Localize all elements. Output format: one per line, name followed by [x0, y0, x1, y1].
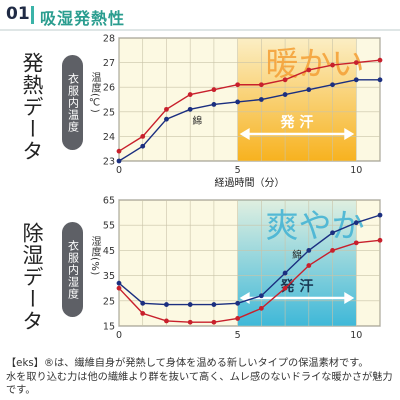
heat-data-title: 発熱データ — [20, 52, 44, 162]
c0-series-1-point-7 — [282, 92, 288, 97]
c1-series-1-point-9 — [330, 230, 335, 236]
c1-ytick-label-5: 65 — [103, 196, 115, 207]
c1-series-0-point-7 — [282, 285, 288, 291]
c1-series-0-point-1 — [140, 311, 146, 316]
c0-series-1-point-9 — [330, 82, 335, 88]
c0-series-0-point-5 — [235, 82, 241, 88]
c0-ytick-label-5: 28 — [103, 34, 115, 45]
c0-series-0-point-7 — [282, 77, 288, 83]
c0-series-0-point-4 — [211, 87, 217, 93]
c0-series-0-point-10 — [353, 60, 359, 65]
heat-data-unit: 温度(℃) — [89, 72, 100, 114]
header-divider — [0, 29, 400, 31]
c1-series-0-point-10 — [353, 240, 359, 246]
c0-arrow-head-left — [239, 128, 250, 140]
c0-series-1-point-2 — [164, 116, 169, 122]
c0-arrow-label: 発 汗 — [280, 114, 314, 131]
c1-ytick-label-4: 55 — [103, 221, 115, 232]
c1-series-1-point-6 — [258, 293, 264, 299]
c0-series-1-point-8 — [306, 87, 312, 93]
c0-xtick-label-2: 10 — [350, 165, 362, 176]
c0-series-1-point-11 — [377, 77, 383, 83]
c0-arrow-head-right — [344, 128, 355, 140]
c1-highlight-band — [237, 200, 357, 326]
c1-series-0-point-3 — [187, 319, 193, 325]
c1-series-1-point-5 — [235, 300, 241, 306]
c1-ytick-label-3: 45 — [103, 246, 115, 257]
c1-ytick-label-0: 15 — [103, 322, 115, 333]
heat-data-badge: 衣服内温度 — [62, 55, 83, 150]
c0-xtick-label-0: 0 — [116, 165, 122, 176]
c0-series-1-point-0 — [116, 158, 122, 164]
c0-series-1-point-6 — [258, 97, 264, 102]
c0-ytick-label-4: 27 — [103, 58, 115, 69]
c1-series-0-point-11 — [377, 237, 383, 243]
c0-series-1-point-1 — [140, 143, 146, 149]
c0-series-0-point-1 — [140, 134, 146, 139]
section-title: 吸湿発熱性 — [40, 9, 126, 28]
c1-series-0-point-0 — [116, 285, 122, 291]
c1-series-1-point-2 — [164, 302, 169, 307]
c1-arrow-label: 発 汗 — [280, 278, 314, 295]
c1-series-0-point-9 — [330, 248, 335, 253]
c0-series-1-line — [118, 79, 380, 162]
c1-series-1-point-1 — [140, 300, 146, 306]
c0-ytick-label-3: 26 — [103, 83, 115, 94]
c0-ytick-label-0: 23 — [103, 157, 115, 168]
section-number: 01 — [6, 4, 30, 24]
c0-series-0-point-11 — [377, 57, 383, 63]
c1-xtick-label-1: 5 — [235, 330, 241, 341]
caption-line-1: 【eks】®は、繊維自身が発熱して身体を温める新しいタイプの保温素材です。 — [6, 358, 369, 369]
c1-xtick-label-0: 0 — [116, 330, 122, 341]
c1-series-1-point-7 — [282, 270, 288, 276]
c1-series-0-point-8 — [306, 263, 312, 268]
c0-ytick-label-2: 25 — [103, 107, 115, 118]
c0-series-0-point-2 — [164, 106, 169, 112]
c1-xtick-label-2: 10 — [350, 330, 362, 341]
c1-series-0-point-6 — [258, 305, 264, 311]
c0-series-0-point-3 — [187, 92, 193, 97]
dehumid-data-unit: 湿度(%) — [89, 236, 100, 276]
c1-series-1-point-11 — [377, 212, 383, 218]
c0-series-label-0: 綿 — [193, 115, 203, 127]
c0-series-0-point-9 — [330, 62, 335, 68]
c1-series-0-point-4 — [211, 319, 217, 325]
c1-series-0-point-2 — [164, 318, 169, 324]
c0-series-0-point-6 — [258, 82, 264, 88]
c0-x-axis-label: 経過時間（分） — [215, 176, 285, 189]
section-accent-bar — [31, 6, 34, 24]
c0-series-1-point-5 — [235, 99, 241, 105]
c0-series-1-point-10 — [353, 77, 359, 83]
c1-series-1-point-8 — [306, 248, 312, 253]
c0-ytick-label-1: 24 — [103, 132, 115, 143]
c1-series-label-0: 綿 — [292, 249, 302, 261]
c0-series-0-line — [118, 59, 381, 152]
c1-arrow-head-right — [344, 292, 355, 304]
c0-series-1-point-4 — [211, 102, 217, 107]
c1-series-0-point-5 — [235, 316, 241, 321]
caption-line-2: 水を取り込む力は他の繊維より群を抜いて高く、ムレ感のないドライな暖かさが魅力です… — [6, 372, 393, 396]
c1-series-1-point-0 — [116, 280, 122, 286]
c1-series-1-point-4 — [211, 302, 217, 307]
c0-xtick-label-1: 5 — [235, 165, 241, 176]
c1-series-1-point-3 — [187, 302, 193, 307]
c1-series-1-point-10 — [353, 220, 359, 226]
c1-series-1-line — [118, 214, 381, 306]
dehumid-data-title: 除湿データ — [20, 222, 44, 332]
c0-series-0-point-0 — [116, 148, 122, 154]
c1-series-0-line — [118, 239, 381, 323]
c1-ytick-label-1: 25 — [103, 296, 115, 307]
c0-series-0-point-8 — [306, 67, 312, 73]
c0-series-1-point-3 — [187, 106, 193, 112]
dehumid-data-badge: 衣服内湿度 — [62, 222, 83, 317]
c1-ytick-label-2: 35 — [103, 271, 115, 282]
